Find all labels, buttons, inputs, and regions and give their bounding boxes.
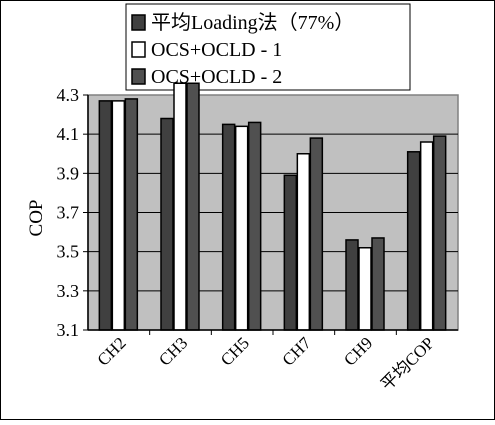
y-tick-label: 3.5: [57, 242, 80, 262]
bar-3-CH7: [309, 137, 324, 331]
legend-swatch: [131, 41, 146, 58]
bar-2-CH9: [358, 247, 372, 331]
bar-3-CH5: [247, 121, 262, 331]
y-tick-label: 3.1: [57, 320, 80, 340]
bar-1-CH2: [98, 100, 113, 331]
y-tick-label: 3.3: [57, 281, 80, 301]
bar-1-CH5: [221, 123, 236, 331]
legend-label: OCS+OCLD - 1: [151, 39, 282, 61]
bar-3-CH2: [124, 98, 139, 331]
y-tick-label: 4.1: [57, 124, 80, 144]
bar-1-平均COP: [406, 151, 421, 331]
legend-box: [125, 3, 411, 91]
bar-1-CH3: [160, 117, 174, 331]
bar-2-平均COP: [419, 141, 434, 331]
y-tick-label: 4.3: [57, 85, 80, 105]
legend: 平均Loading法（77%） OCS+OCLD - 1 OCS+OCLD - 2: [125, 3, 411, 91]
bar-2-CH2: [111, 100, 126, 331]
bar-2-CH7: [296, 153, 311, 331]
bar-3-平均COP: [432, 135, 447, 331]
y-axis-label: COP: [26, 200, 47, 237]
bar-1-CH7: [283, 174, 298, 331]
legend-label: OCS+OCLD - 2: [151, 66, 282, 88]
y-tick-label: 3.7: [57, 203, 80, 223]
bar-3-CH9: [371, 237, 385, 331]
bar-2-CH5: [234, 125, 249, 331]
legend-swatch: [131, 14, 146, 31]
bar-1-CH9: [345, 239, 359, 331]
legend-swatch: [131, 68, 146, 85]
bar-2-CH3: [173, 82, 187, 331]
y-tick-label: 3.9: [57, 163, 80, 183]
legend-label: 平均Loading法（77%）: [151, 11, 354, 34]
bar-3-CH3: [186, 82, 200, 331]
